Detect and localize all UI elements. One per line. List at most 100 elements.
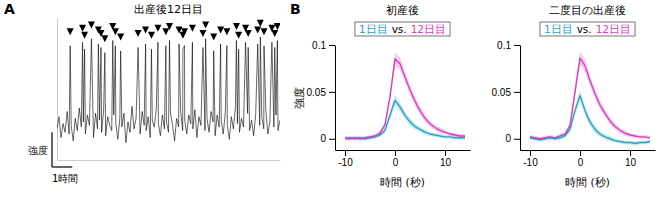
legend-entry: 12日目 [596,23,631,35]
marker [271,30,278,37]
title: 二度目の出産後 [549,4,626,17]
legend-joiner: vs. [577,23,592,35]
axis-line [336,150,471,151]
x-axis: -10 0 10 [521,150,656,168]
tick-mark [580,150,581,156]
plot-area [345,53,465,141]
marker [117,34,124,41]
tick-mark [329,92,335,93]
error-band [345,53,465,141]
marker [235,32,242,39]
tick-mark [530,150,531,156]
tick: 0 [320,133,335,144]
tick: 0.1 [312,40,335,51]
tick-label: -10 [523,157,538,168]
tick: 10 [440,150,452,168]
axis-line [520,46,521,151]
marker [245,30,252,37]
tick: 10 [625,150,637,168]
plot-area [530,52,650,146]
legend-joiner: vs. [392,23,407,35]
tick-label: 0.05 [307,87,327,98]
scale-bar-y [51,132,52,167]
scale-bar-label: 強度 [28,145,48,156]
tick-label: 0.1 [497,40,511,51]
axis-line [335,46,336,151]
tick: -10 [338,150,353,168]
tick-label: 10 [440,157,452,168]
tick-label: 0.05 [492,87,512,98]
tick-label: 0 [505,133,511,144]
legend-entry: 1日目 [544,23,573,35]
marker [217,27,224,34]
line [530,58,650,139]
marker [81,32,88,39]
x-axis-title: 時間 (秒) [380,176,425,188]
marker [181,28,188,35]
tick-mark [395,150,396,156]
marker [79,25,86,32]
tick: -10 [523,150,538,168]
tick: 0.05 [492,87,520,98]
legend-entry: 1日目 [359,23,388,35]
x-axis [58,160,281,161]
marker [233,23,240,30]
error-band [345,95,465,141]
tick: 0.1 [497,40,520,51]
marker [162,28,169,35]
tick-mark [514,139,520,140]
marker [202,21,209,28]
legend: 1日目 vs. 12日目 [540,22,635,36]
y-axis: 0 0.05 0.1 [492,40,521,151]
tick-mark [445,150,446,156]
tick-mark [514,45,520,46]
legend-text: 1日目 vs. 12日目 [544,23,631,35]
tick-mark [514,92,520,93]
tick: 0 [578,150,584,168]
axis-line [57,19,58,161]
panel-label: B [290,1,301,17]
marker [210,34,217,41]
legend: 1日目 vs. 12日目 [355,22,450,36]
marker [257,20,264,27]
plot-area [57,20,280,143]
panel-label: A [4,1,15,17]
marker [189,25,196,32]
marker [154,25,161,32]
tick-mark [345,150,346,156]
legend-text: 1日目 vs. 12日目 [359,23,446,35]
scale-bar-x [52,166,72,167]
title: 初産後 [386,4,419,17]
marker [166,23,173,30]
tick-label: 0 [320,133,326,144]
line [530,96,650,144]
legend-box [540,22,635,36]
line [345,59,465,139]
tick: 0 [393,150,399,168]
marker [142,27,149,34]
legend-entry: 12日目 [411,23,446,35]
tick: 0.05 [307,87,335,98]
marker [274,23,280,30]
tick-label: 0 [393,157,399,168]
marker [223,28,230,35]
marker [67,28,74,35]
figure: A 出産後12日目 1時間 強度 B 初産後 1日目 vs. 12日目 -10 0 10 0 0.05 0.… [0,0,670,200]
y-axis: 0 0.05 0.1 [307,40,336,151]
x-axis: -10 0 10 [336,150,471,168]
legend-box [355,22,450,36]
marker [101,35,108,42]
tick-label: 10 [625,157,637,168]
tick-mark [329,45,335,46]
tick-label: 0.1 [312,40,326,51]
title: 出産後12日目 [134,3,203,16]
tick-mark [630,150,631,156]
tick-label: -10 [338,157,353,168]
marker [254,27,261,34]
marker [260,28,267,35]
tick-label: 0 [578,157,584,168]
tick: 0 [505,133,520,144]
scale-bar-label: 1時間 [52,173,78,184]
error-band [530,52,650,141]
tick-mark [329,139,335,140]
